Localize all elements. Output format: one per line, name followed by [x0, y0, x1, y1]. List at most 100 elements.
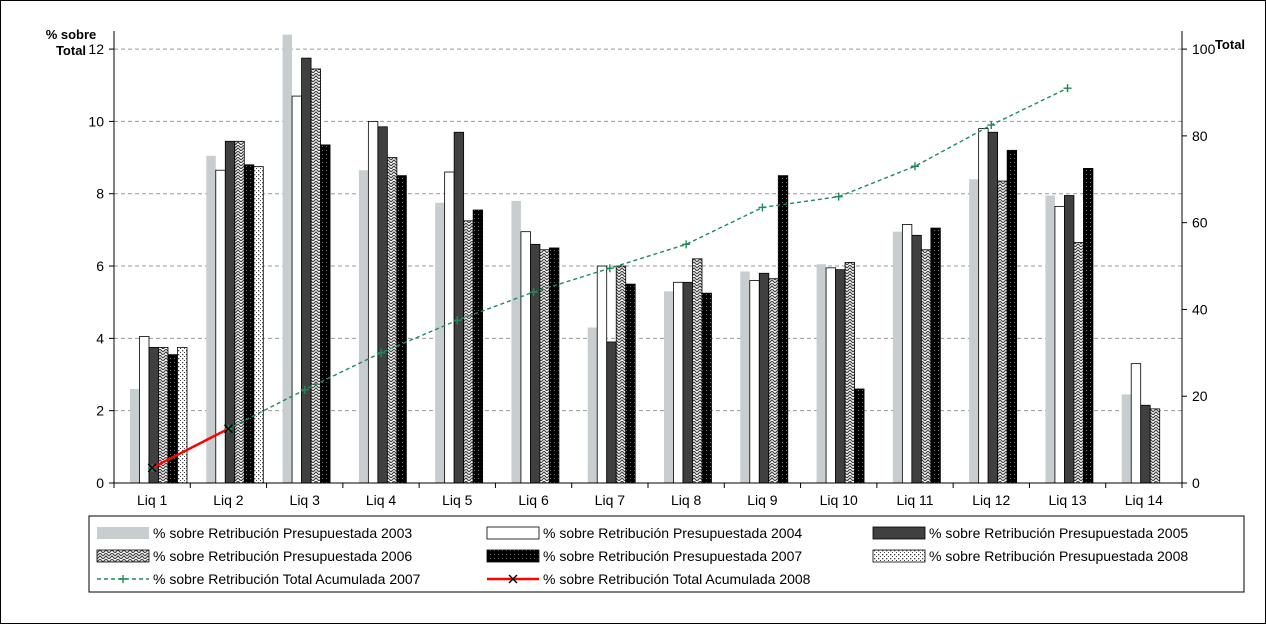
bar [453, 131, 465, 484]
bars [130, 34, 1161, 484]
bar [377, 126, 388, 484]
bar [130, 388, 140, 483]
point-marker [147, 463, 157, 473]
bar [435, 202, 445, 483]
bar [463, 220, 474, 484]
point-marker [682, 240, 691, 249]
legend-label: % sobre Retribución Total Acumulada 2007 [153, 571, 421, 587]
bar [291, 95, 302, 484]
bar [816, 264, 827, 483]
point-marker [300, 385, 309, 394]
bar [148, 346, 159, 484]
right-tick-label: 0 [1192, 475, 1200, 491]
point-marker [223, 424, 233, 434]
right-tick-label: 80 [1192, 128, 1208, 144]
point-marker [758, 203, 767, 212]
point-marker [377, 348, 385, 357]
bar [664, 291, 674, 483]
bar [1083, 168, 1094, 484]
point-marker [605, 264, 614, 273]
category-label: Liq 13 [1048, 492, 1086, 508]
bar [539, 249, 550, 484]
bar [206, 155, 216, 483]
bar [969, 179, 979, 484]
bar [692, 258, 703, 484]
bar [1064, 195, 1075, 484]
left-tick-label: 4 [96, 330, 104, 346]
bar [740, 271, 750, 483]
left-tick-label: 6 [96, 258, 104, 274]
left-tick-label: 12 [88, 41, 104, 57]
category-label: Liq 9 [747, 492, 778, 508]
bar [320, 144, 331, 484]
left-tick-label: 2 [96, 403, 104, 419]
category-label: Liq 11 [896, 492, 933, 508]
legend-marker [119, 575, 127, 583]
bar [978, 128, 989, 484]
bar [253, 166, 264, 484]
bar [911, 234, 922, 484]
bar [358, 170, 369, 483]
bar [530, 243, 541, 484]
bar [835, 269, 846, 484]
bar [596, 265, 608, 484]
category-label: Liq 5 [442, 492, 473, 508]
lines [147, 84, 1072, 473]
left-axis-title-2: Total [56, 43, 86, 58]
bar [673, 281, 684, 484]
bar [1006, 149, 1018, 484]
point-marker [834, 192, 843, 201]
point-marker [1063, 84, 1072, 93]
right-tick-label: 40 [1192, 301, 1208, 317]
bar [625, 283, 636, 484]
bar [892, 231, 903, 483]
bar [177, 346, 188, 484]
bar [930, 227, 941, 484]
left-tick-label: 10 [88, 113, 104, 129]
legend-swatch [96, 549, 150, 563]
bar [1149, 408, 1161, 484]
legend-swatch [486, 549, 540, 563]
bar [844, 262, 855, 484]
gridlines [114, 48, 1182, 412]
category-label: Liq 14 [1125, 492, 1163, 508]
legend-marker [508, 574, 518, 584]
bar [749, 280, 760, 484]
category-label: Liq 1 [137, 492, 168, 508]
point-marker [529, 288, 538, 297]
bar [1073, 242, 1084, 484]
bar [758, 272, 770, 484]
bar [606, 341, 617, 484]
bar [920, 249, 932, 484]
right-tick-label: 100 [1192, 41, 1216, 57]
left-tick-label: 8 [96, 186, 104, 202]
category-label: Liq 4 [366, 492, 397, 508]
category-label: Liq 7 [595, 492, 626, 508]
bar [396, 175, 407, 484]
bar [1054, 205, 1065, 484]
bar [243, 164, 255, 484]
legend-swatch [97, 527, 149, 539]
legend-label: % sobre Retribución Presupuestada 2006 [153, 548, 412, 564]
bar [997, 180, 1008, 484]
bar [825, 267, 836, 484]
bar [139, 336, 150, 484]
legend-label: % sobre Retribución Presupuestada 2008 [929, 548, 1188, 564]
bar [386, 157, 398, 484]
bar [768, 278, 779, 484]
legend-box [88, 515, 1245, 593]
legend-label: % sobre Retribución Presupuestada 2007 [543, 548, 802, 564]
legend-swatch [872, 549, 926, 563]
bar [215, 169, 226, 484]
left-tick-label: 0 [96, 475, 104, 491]
point-marker [453, 316, 462, 325]
bar [549, 247, 560, 484]
bar [987, 131, 999, 484]
right-tick-label: 60 [1192, 215, 1208, 231]
category-label: Liq 8 [671, 492, 702, 508]
point-marker [987, 121, 996, 130]
legend-label: % sobre Retribución Presupuestada 2004 [543, 525, 802, 541]
bar [520, 231, 531, 484]
